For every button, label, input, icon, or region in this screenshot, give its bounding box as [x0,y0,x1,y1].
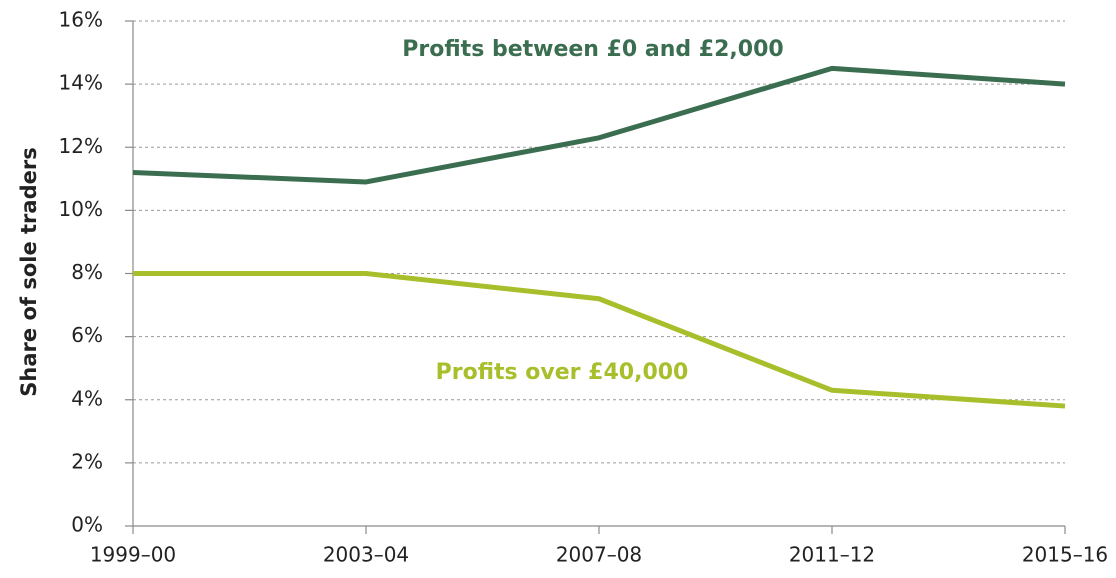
series-label: Profits between £0 and £2,000 [402,37,783,62]
y-axis-title: Share of sole traders [17,147,41,396]
x-tick-label: 2003–04 [323,543,409,567]
series-line [133,271,1066,409]
y-tick-label: 6% [71,323,103,347]
y-tick-label: 4% [71,386,103,410]
x-tick-label: 2011–12 [789,543,875,567]
y-tick-label: 16% [59,8,103,32]
series-line [132,65,1066,185]
y-tick-label: 2% [71,449,103,473]
x-tick-label: 2015–16 [1022,543,1108,567]
y-tick-label: 14% [59,71,103,95]
y-tick-label: 0% [71,513,103,537]
y-tick-label: 10% [59,197,103,221]
x-tick-label: 1999–00 [90,543,176,567]
y-tick-label: 8% [71,260,103,284]
y-tick-label: 12% [59,134,103,158]
series-label: Profits over £40,000 [436,360,689,385]
x-tick-label: 2007–08 [556,543,642,567]
